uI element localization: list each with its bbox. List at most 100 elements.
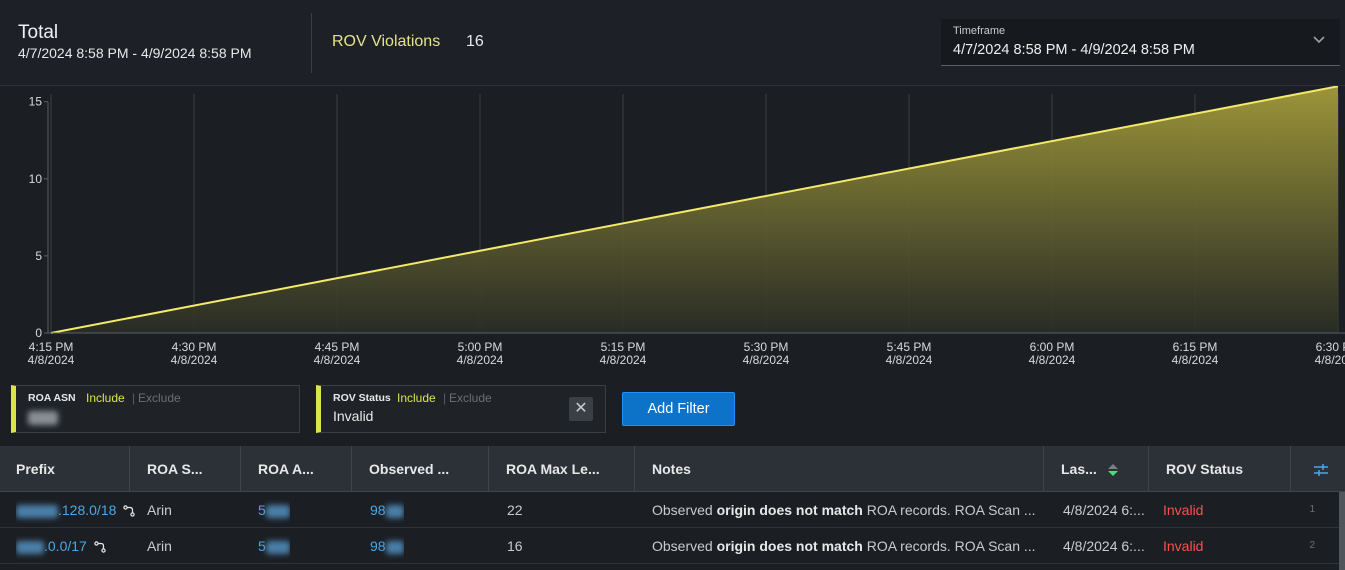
route-icon[interactable] [123, 505, 135, 517]
exclude-toggle[interactable]: Exclude [449, 391, 492, 405]
observed-link[interactable]: 98 [370, 502, 386, 518]
observed-cell[interactable]: 98 [370, 492, 404, 528]
total-range: 4/7/2024 8:58 PM - 4/9/2024 8:58 PM [18, 45, 252, 61]
chevron-down-icon [1313, 36, 1325, 44]
x-tick-time: 4:15 PM [29, 340, 74, 354]
filter-rov-status[interactable]: ROV Status Include | Exclude Invalid ✕ [316, 385, 606, 433]
column-rov-status[interactable]: ROV Status [1150, 446, 1291, 492]
notes-bold: origin does not match [716, 502, 863, 518]
max-length-cell: 22 [507, 502, 523, 518]
prefix-cell[interactable]: .0.0/17 [16, 528, 106, 564]
filter-value-redacted [28, 408, 58, 428]
row-number: 1 [1309, 504, 1315, 515]
x-tick-time: 5:45 PM [887, 340, 932, 354]
divider [311, 13, 312, 73]
x-tick-time: 5:15 PM [601, 340, 646, 354]
column-settings[interactable] [1292, 446, 1345, 492]
notes-cell: Observed origin does not match ROA recor… [652, 528, 1044, 564]
x-tick-time: 5:00 PM [458, 340, 503, 354]
prefix-link[interactable]: .128.0/18 [58, 502, 117, 518]
route-icon[interactable] [94, 541, 106, 553]
y-tick-label: 15 [29, 95, 43, 109]
separator: | [132, 391, 136, 405]
total-summary: Total 4/7/2024 8:58 PM - 4/9/2024 8:58 P… [18, 22, 252, 61]
filter-name: ROV Status [333, 392, 391, 404]
filter-value: Invalid [333, 408, 374, 424]
column-settings-icon [1314, 464, 1328, 477]
y-tick-label: 10 [29, 172, 43, 186]
x-tick-date: 4/8/2024 [886, 353, 933, 367]
roa-asn-cell[interactable]: 5 [258, 492, 290, 528]
column-last[interactable]: Las... [1045, 446, 1149, 492]
x-tick-date: 4/8/2024 [1029, 353, 1076, 367]
scrollbar[interactable] [1339, 492, 1345, 570]
x-tick-date: 4/8/2024 [1315, 353, 1345, 367]
notes-text: ROA records. ROA Scan ... [862, 502, 1036, 518]
filter-roa-asn[interactable]: ROA ASN Include | Exclude [11, 385, 300, 433]
column-roa-source[interactable]: ROA S... [131, 446, 241, 492]
observed-link[interactable]: 98 [370, 538, 386, 554]
x-tick-date: 4/8/2024 [1172, 353, 1219, 367]
roa-source-cell: Arin [147, 538, 172, 554]
column-roa-max-length[interactable]: ROA Max Le... [490, 446, 635, 492]
rov-status-cell: Invalid [1163, 538, 1204, 554]
rov-violations-chart: 4:15 PM 4/8/2024 4:30 PM 4/8/2024 4:45 PM 4/8… [0, 86, 1345, 376]
x-tick-time: 4:30 PM [172, 340, 217, 354]
y-tick-label: 0 [35, 326, 42, 340]
table-header: Prefix ROA S... ROA A... Observed ... RO… [0, 446, 1345, 492]
roa-asn-link[interactable]: 5 [258, 502, 266, 518]
x-tick-time: 6:30 PM [1316, 340, 1345, 354]
x-tick-date: 4/8/2024 [743, 353, 790, 367]
x-tick-date: 4/8/2024 [314, 353, 361, 367]
x-tick-time: 6:00 PM [1030, 340, 1075, 354]
separator: | [443, 391, 447, 405]
timeframe-value: 4/7/2024 8:58 PM - 4/9/2024 8:58 PM [953, 42, 1195, 58]
series-line [50, 86, 1339, 334]
prefix-link[interactable]: .0.0/17 [44, 538, 87, 554]
notes-bold: origin does not match [716, 538, 863, 554]
y-tick-label: 5 [35, 249, 42, 263]
total-title: Total [18, 22, 59, 43]
filter-bar: ROA ASN Include | Exclude ROV Status Inc… [0, 376, 1345, 446]
roa-asn-cell[interactable]: 5 [258, 528, 290, 564]
roa-source-cell: Arin [147, 502, 172, 518]
x-tick-time: 6:15 PM [1173, 340, 1218, 354]
column-observed[interactable]: Observed ... [353, 446, 489, 492]
row-number: 2 [1309, 540, 1315, 551]
filter-name: ROA ASN [28, 392, 76, 404]
rov-status-cell: Invalid [1163, 502, 1204, 518]
column-notes[interactable]: Notes [636, 446, 1044, 492]
last-cell: 4/8/2024 6:... [1063, 502, 1145, 518]
table-row[interactable]: .0.0/17 Arin 5 98 16 Observed origin doe… [0, 528, 1345, 564]
summary-header: Total 4/7/2024 8:58 PM - 4/9/2024 8:58 P… [0, 0, 1345, 86]
notes-text: Observed [652, 502, 717, 518]
table-row[interactable]: .128.0/18 Arin 5 98 22 Observed origin d… [0, 492, 1345, 528]
add-filter-button[interactable]: Add Filter [622, 392, 735, 426]
column-prefix[interactable]: Prefix [0, 446, 130, 492]
last-cell: 4/8/2024 6:... [1063, 538, 1145, 554]
exclude-toggle[interactable]: Exclude [138, 391, 181, 405]
x-tick-date: 4/8/2024 [28, 353, 75, 367]
x-tick-date: 4/8/2024 [457, 353, 504, 367]
timeframe-label: Timeframe [953, 25, 1006, 37]
x-tick-date: 4/8/2024 [600, 353, 647, 367]
observed-cell[interactable]: 98 [370, 528, 404, 564]
include-toggle[interactable]: Include [86, 391, 125, 405]
timeframe-dropdown[interactable]: Timeframe 4/7/2024 8:58 PM - 4/9/2024 8:… [941, 19, 1340, 66]
column-roa-asn[interactable]: ROA A... [242, 446, 352, 492]
include-toggle[interactable]: Include [397, 391, 436, 405]
x-tick-time: 4:45 PM [315, 340, 360, 354]
notes-cell: Observed origin does not match ROA recor… [652, 492, 1044, 528]
notes-text: ROA records. ROA Scan ... [862, 538, 1036, 554]
x-tick-date: 4/8/2024 [171, 353, 218, 367]
roa-asn-link[interactable]: 5 [258, 538, 266, 554]
violations-table: Prefix ROA S... ROA A... Observed ... RO… [0, 446, 1345, 570]
prefix-cell[interactable]: .128.0/18 [16, 492, 135, 528]
x-tick-time: 5:30 PM [744, 340, 789, 354]
rov-violations-label: ROV Violations [332, 33, 441, 50]
notes-text: Observed [652, 538, 717, 554]
max-length-cell: 16 [507, 538, 523, 554]
column-last-label: Las... [1061, 461, 1097, 477]
close-icon[interactable]: ✕ [569, 397, 593, 421]
